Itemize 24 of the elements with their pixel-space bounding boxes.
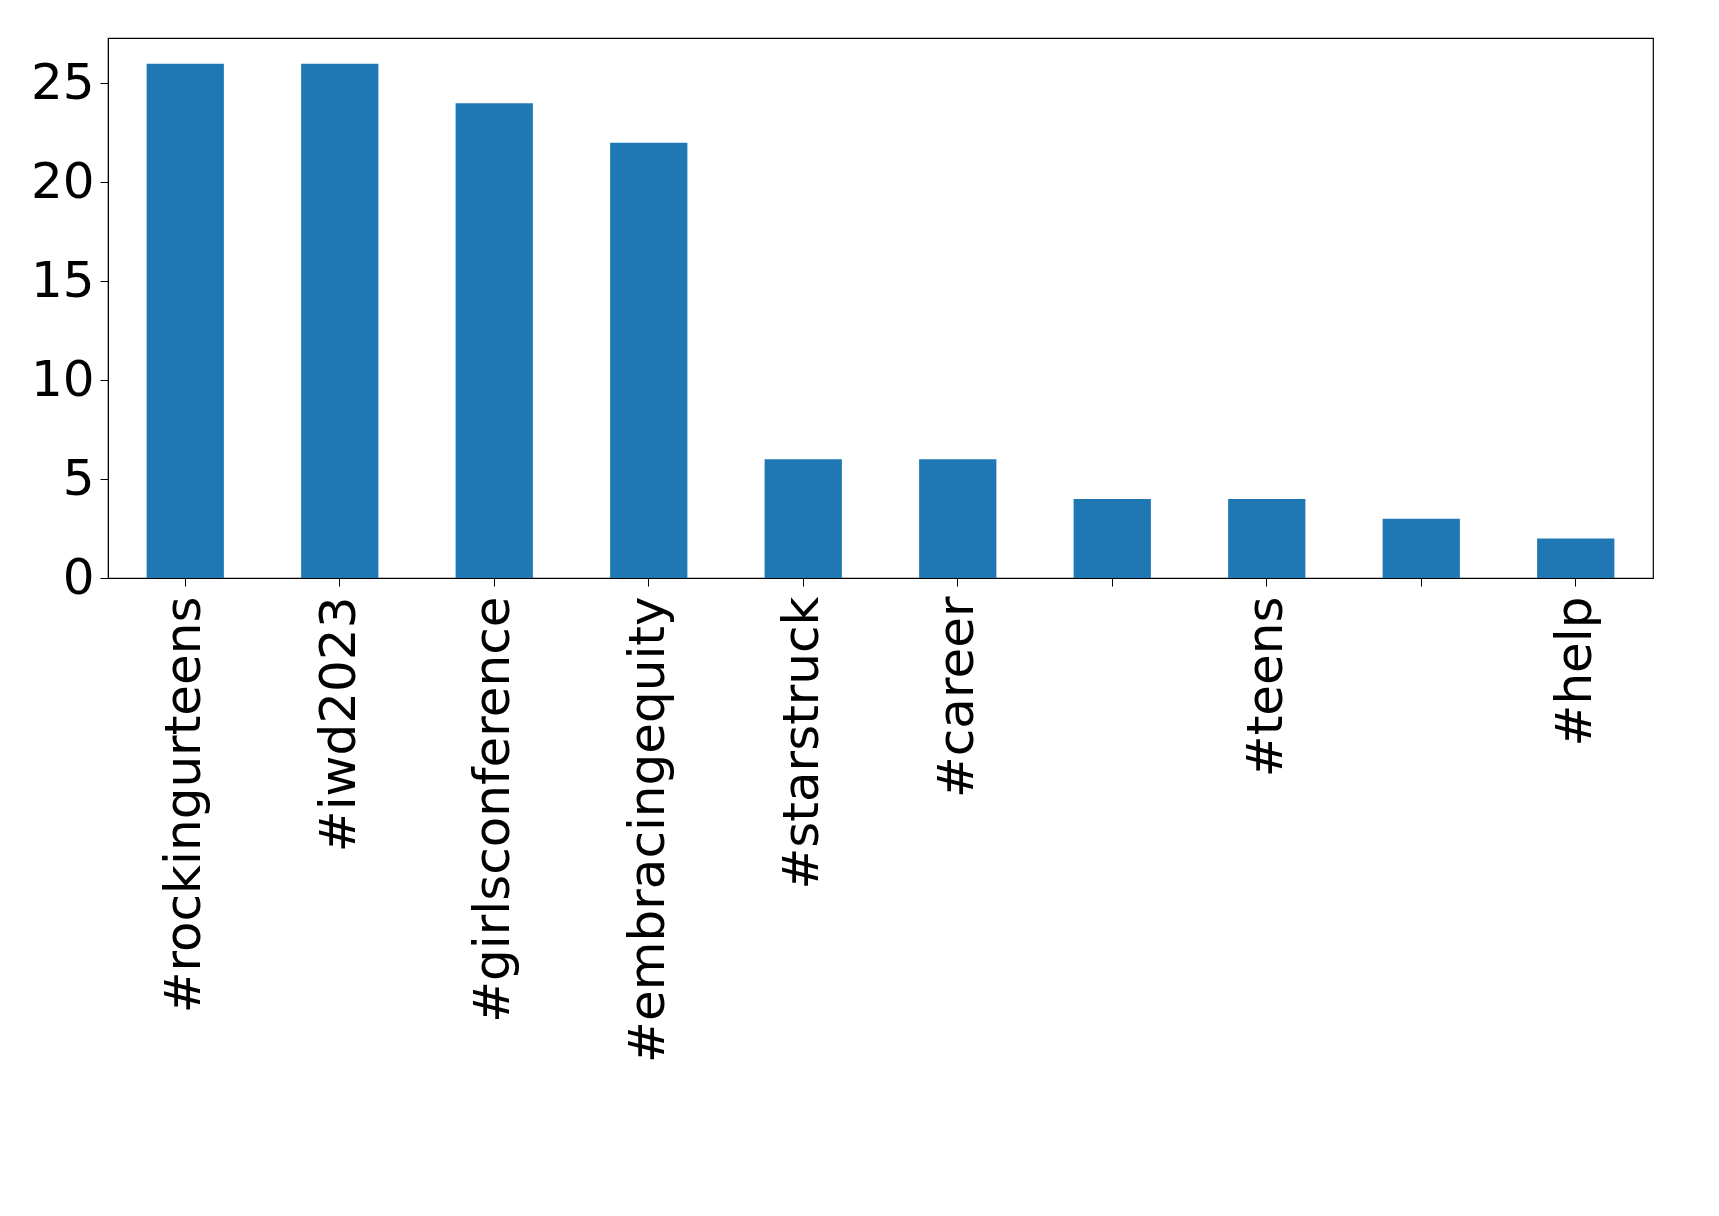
x-tick-label: #girlsconference xyxy=(463,596,522,1023)
bar xyxy=(1537,538,1615,578)
y-tick-label: 25 xyxy=(30,52,95,111)
y-tick-label: 10 xyxy=(30,349,95,408)
x-tick-label: #career xyxy=(926,596,985,799)
x-tick-label: #iwd2023 xyxy=(308,596,367,853)
x-tick-label: #embracingequity xyxy=(617,596,676,1063)
y-tick-label: 5 xyxy=(62,448,95,507)
bar xyxy=(764,459,842,578)
bar xyxy=(455,103,533,578)
y-tick-label: 15 xyxy=(30,250,95,309)
bar xyxy=(610,142,688,578)
bar xyxy=(301,63,379,578)
y-tick-label: 20 xyxy=(30,151,95,210)
x-tick-label: #rockingurteens xyxy=(154,596,213,1014)
bar xyxy=(1228,498,1306,578)
x-tick-label: #starstruck xyxy=(772,596,831,890)
bar xyxy=(1073,498,1151,578)
y-tick-label: 0 xyxy=(62,547,95,606)
x-tick-label: #help xyxy=(1544,596,1603,747)
x-tick-label: #teens xyxy=(1235,596,1294,778)
bar xyxy=(146,63,224,578)
bar xyxy=(1382,518,1460,578)
bar xyxy=(919,459,997,578)
